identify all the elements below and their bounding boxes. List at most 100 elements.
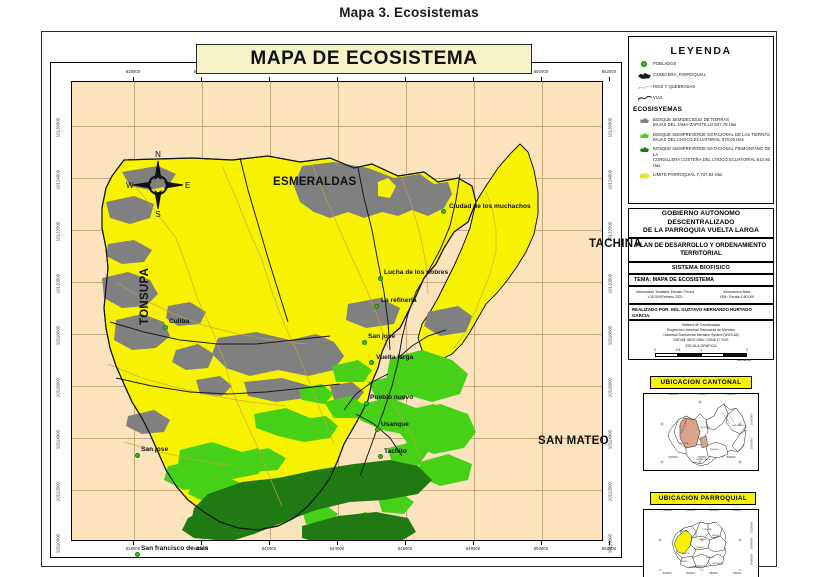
y-axis-tick-label: 10122000 (55, 221, 61, 242)
coord-line3: Universal Transversal Mercator System (W… (663, 333, 739, 338)
scale-bar: 0 0.5 1 2 Kilometros (654, 348, 751, 362)
coord-line4: DATUM: WGS 1984 / ZONA 17 SUR (673, 338, 729, 343)
organization-line1: GOBIERNO AUTONOMO DESCENTRALIZADO (661, 210, 741, 226)
town-marker-dot (364, 401, 369, 406)
y-axis-tick-label: 10110000 (55, 533, 61, 554)
map-banner: MAPA DE ECOSISTEMA (196, 44, 532, 74)
x-axis-tick-mark (337, 77, 338, 81)
system-label: SISTEMA BIOFISICO (671, 265, 731, 271)
scale-tick-3: 2 (746, 348, 748, 353)
town-label: San jose (141, 446, 169, 453)
legend-eco-label-line1: BOSQUE SIEMPREVERDE ESTACIONAL DE LAS TI… (653, 131, 770, 137)
svg-text:CAMARONES: CAMARONES (688, 566, 702, 569)
legend-item-label: RIOS Y QUEBRADAS (653, 83, 696, 89)
svg-text:CARLOS: CARLOS (706, 556, 715, 559)
svg-text:SAN MATEO: SAN MATEO (712, 562, 724, 565)
info-base-line1: Información Base (723, 290, 751, 294)
parish-label: ESMERALDAS (273, 176, 357, 188)
x-axis-tick-label: 646000 (397, 546, 413, 551)
inset-x-tick-label: 890000 (726, 456, 736, 459)
compass-w-label: W (126, 181, 134, 190)
eco-light-green-patch-icon (637, 131, 653, 140)
svg-text:TACHINA: TACHINA (700, 426, 710, 429)
town-label: San jose (368, 333, 396, 340)
x-axis-tick-mark (609, 541, 610, 545)
svg-text:VUELTA: VUELTA (682, 552, 690, 555)
legend-eco-siempreverde-bajas: BOSQUE SIEMPREVERDE ESTACIONAL DE LAS TI… (637, 131, 773, 143)
legend-eco-semideciduo: BOSQUE SEMIDECIDUO DE TIERRAS BAJAS DEL … (637, 116, 773, 128)
town-label: Usanque (381, 421, 409, 428)
legend-eco-label-line2: BAJAS DEL CHOCÓ ECUATORIAL 970.05 Has (653, 137, 744, 143)
svg-text:TABIAZO: TABIAZO (696, 546, 705, 549)
theme-box: TEMA: MAPA DE ECOSISTEMA (628, 274, 774, 286)
road-line-icon (637, 94, 653, 103)
inset-x-tick-label: 700000 (732, 509, 742, 512)
legend-eco-label-line1: BOSQUE SEMIDECIDUO DE TIERRAS (653, 116, 730, 122)
y-axis-tick-label: 10112000 (55, 481, 61, 502)
inset-y-tick-label: 10150000 (643, 413, 645, 426)
plan-line1: PLAN DE DESARROLLO Y ORDENAMIENTO (635, 241, 767, 249)
x-axis-tick-mark (473, 77, 474, 81)
y-axis-tick-label: 10126000 (607, 117, 613, 138)
parish-label: SAN MATEO (538, 435, 609, 447)
legend-eco-piemontano: BOSQUE SIEMPREVERDE ESTACIONAL PIEMONTAN… (637, 145, 773, 168)
town-marker-dot (375, 427, 380, 432)
theme-label: TEMA: MAPA DE ECOSISTEMA (634, 277, 714, 283)
y-axis-tick-label: 10114000 (55, 429, 61, 450)
system-box: SISTEMA BIOFISICO (628, 262, 774, 274)
scale-caption: ESCALA GRÁFICA (685, 344, 717, 349)
inset-cantonal: VUELTA LARGA TACHINA TABIAZO TONSUPA SAN… (634, 384, 768, 480)
town-marker-dot (374, 304, 379, 309)
town-marker-dot (135, 453, 140, 458)
inset-x-tick-label: 680000 (709, 509, 718, 512)
legend-eco-label-line2: CORDILLERA COSTERA DEL CHOCÓ ECUATORIAL … (653, 157, 770, 168)
svg-text:TABIAZO: TABIAZO (710, 448, 719, 451)
svg-text:TONSUPA: TONSUPA (702, 528, 712, 531)
map-banner-title: MAPA DE ECOSISTEMA (250, 48, 478, 69)
legend-ecosystems-header: ECOSISYEMAS (633, 106, 683, 114)
x-axis-tick-label: 648000 (465, 546, 481, 551)
y-axis-tick-label: 10118000 (55, 325, 61, 346)
compass-s-label: S (155, 210, 160, 217)
town-label: Vuelta larga (376, 354, 414, 361)
x-axis-tick-mark (405, 541, 406, 545)
x-axis-tick-mark (609, 77, 610, 81)
inset-x-tick-label: 640000 (662, 509, 672, 512)
coord-line1: Sistema de Coordenadas (681, 323, 721, 327)
x-axis-tick-mark (541, 541, 542, 545)
legend-limite-parroquial: LIMITE PARROQUIAL 7,737.84 Has (637, 171, 773, 180)
map-geometry (101, 143, 539, 540)
cabecera-blob-icon (637, 71, 653, 80)
inset-x-tick-label: 680000 (709, 572, 718, 575)
inset-y-tick-label: 10150000 (750, 413, 754, 426)
x-axis-tick-label: 650000 (533, 69, 549, 74)
eco-semideciduo-patches (102, 162, 472, 434)
eco-dark-green-patch-icon (637, 145, 653, 154)
inset-y-tick-label: 10120000 (750, 521, 754, 534)
town-marker-dot (378, 454, 383, 459)
side-panel: LEYENDA POBLADOS CABECERA_PARROQUIAL RIO… (628, 34, 774, 577)
town-label: San francisco de asis (141, 545, 209, 552)
y-axis-tick-label: 10126000 (55, 117, 61, 138)
coord-line2: Proyección Universal Transversa de Merca… (666, 328, 736, 333)
town-marker-dot (369, 360, 374, 365)
svg-text:TONSUPA: TONSUPA (678, 442, 689, 445)
organization-line2: DE LA PARROQUIA VUELTA LARGA (643, 227, 759, 235)
legend-item-label: POBLADOS (653, 60, 677, 66)
inset-y-tick-label: 10120000 (643, 521, 645, 534)
map-sheet: MAPA DE ECOSISTEMA 638000 640000 642000 644… (41, 31, 777, 577)
legend-title: LEYENDA (670, 45, 732, 57)
y-axis-tick-label: 10116000 (55, 377, 61, 398)
x-axis-tick-mark (269, 77, 270, 81)
inset-x-tick-label: 630000 (668, 393, 678, 396)
town-marker-dot (378, 276, 383, 281)
inset-x-tick-label: 760000 (697, 456, 707, 459)
scale-tick-1: 0.5 (675, 348, 681, 353)
x-axis-tick-mark (405, 77, 406, 81)
x-axis-tick-mark (133, 77, 134, 81)
svg-text:VUELTA LARGA: VUELTA LARGA (680, 418, 689, 435)
compass-rose: N S W E (125, 147, 191, 219)
svg-text:CAMARONES: CAMARONES (696, 458, 711, 461)
legend-item-vias: VIAS (637, 94, 773, 103)
legend-eco-label-line2: BAJAS DEL JAMA-ZAPOTILLO 537.79 Has (653, 122, 737, 128)
